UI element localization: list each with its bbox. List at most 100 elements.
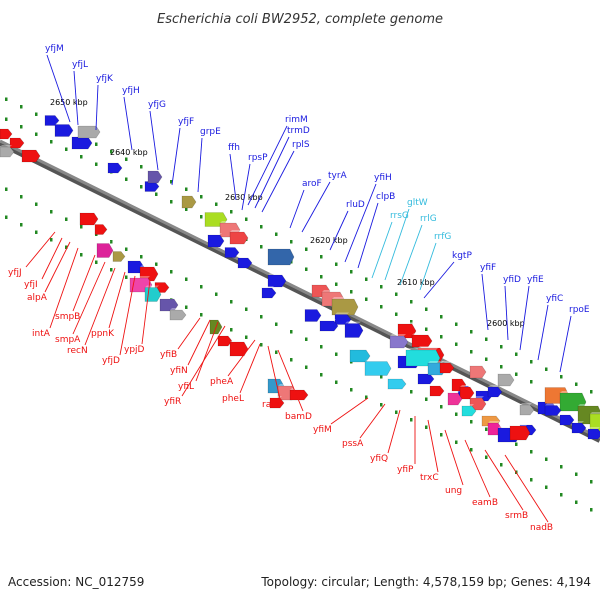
leader-line [330,397,369,425]
tick-dot [320,373,323,377]
gene-name: yfiP [397,465,414,475]
gene-block [331,298,359,316]
gene-feature [217,334,233,347]
gene-block-highlight [45,113,57,116]
tick-dot [20,105,23,109]
tick-dot [230,210,233,214]
tick-dot [110,150,113,154]
forward-gene-label: yfjK [95,74,114,131]
gene-block-highlight [305,307,319,310]
gene-name: rrlG [420,214,437,224]
gene-feature [224,245,240,258]
tick-dot [110,240,113,244]
gene-block-highlight [148,169,160,171]
gene-name: yfiL [178,382,194,392]
gene-name: rplS [292,140,310,150]
tick-dot [260,225,263,229]
gene-block [344,323,364,338]
gene-feature [289,388,309,401]
leader-line [72,254,96,312]
gene-name: rpsP [248,153,268,163]
leader-line [229,153,237,201]
gene-block-highlight [488,421,500,423]
tick-dot [440,335,443,339]
leader-line [444,429,464,486]
gene-name: ung [445,486,462,496]
leader-line [289,189,305,229]
gene-name: rimM [285,115,308,125]
reverse-gene-label: yfiR [164,325,226,407]
gene-block [439,362,455,374]
gene-block [559,414,575,426]
tick-dot [455,342,458,346]
tick-dot [425,425,428,429]
gene-block-highlight [270,396,282,398]
gene-name: pssA [342,439,364,449]
gene-block [544,405,562,416]
leader-line [484,449,524,511]
tick-dot [500,345,503,349]
reverse-gene-label: yfiL [178,321,219,392]
tick-dot [590,480,593,484]
gene-feature [405,348,441,367]
tick-dot [365,277,368,281]
leader-line [481,273,489,331]
forward-gene-label: rplS [261,140,310,213]
tick-dot [485,357,488,361]
gene-feature [159,297,179,312]
gene-block [224,247,240,258]
tick-dot [140,185,143,189]
tick-dot [170,270,173,274]
gene-feature [267,273,287,288]
gene-block [237,257,253,269]
gene-block-highlight [590,412,600,414]
gene-block-highlight [390,334,406,336]
gene-block-highlight [130,276,150,278]
gene-block [229,231,249,245]
leader-line [423,261,455,299]
leader-line [195,321,219,382]
leader-line [177,317,201,350]
tick-dot [380,285,383,289]
gene-feature [54,122,74,137]
forward-gene-label: yfjM [45,44,71,123]
gene-block [79,212,99,226]
gene-block-highlight [278,384,294,386]
tick-dot [335,282,338,286]
tick-dot [200,285,203,289]
tick-dot [20,223,23,227]
leader-line [197,137,203,193]
leader-line [72,261,106,335]
leader-line [44,241,71,293]
gene-block-highlight [520,403,532,405]
kbp-marker-label: 2610 kbp [397,278,435,287]
tick-dot [545,367,548,371]
reverse-gene-label: pheL [222,343,261,404]
gene-block-highlight [268,247,292,249]
leader-line [247,125,288,206]
tick-dot [350,270,353,274]
gene-name: pheA [210,377,234,387]
gene-feature [304,307,322,322]
reverse-gene-label: srmB [484,449,528,521]
tick-dot [50,238,53,242]
forward-gene-label: yfiD [503,275,521,341]
gene-block [181,195,197,209]
forward-gene-label: yfjH [122,86,140,151]
gene-name: yfiD [503,275,521,285]
forward-gene-label: yfiE [519,275,544,351]
gene-block [169,309,187,321]
gene-block-highlight [0,145,12,147]
gene-block-highlight [488,385,500,387]
tick-dot [155,192,158,196]
gene-feature [559,413,575,426]
gene-feature [344,321,364,338]
tick-dot [305,337,308,341]
tick-dot [125,177,128,181]
tick-dot [110,268,113,272]
gene-block [519,404,535,416]
gene-name: ypjD [124,345,145,355]
gene-name: pheL [222,394,244,404]
tick-dot [560,375,563,379]
gene-block-highlight [398,322,414,324]
